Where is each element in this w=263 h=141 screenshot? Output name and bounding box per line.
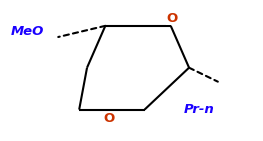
Text: O: O: [166, 12, 178, 25]
Text: Pr-n: Pr-n: [184, 103, 215, 116]
Text: O: O: [104, 112, 115, 125]
Text: MeO: MeO: [11, 25, 44, 38]
